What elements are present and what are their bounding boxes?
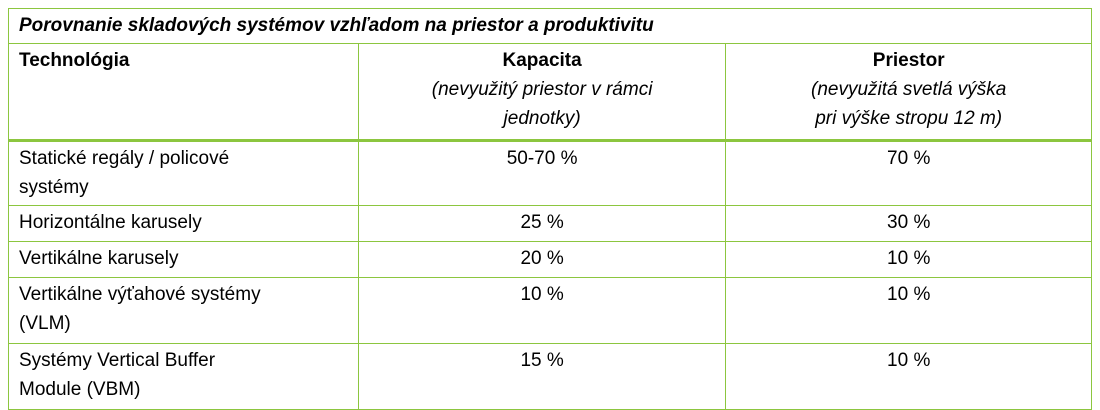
data-row: Vertikálne výťahové systémy (VLM) 10 % 10 %	[8, 277, 1092, 344]
table-cell: Statické regály / policové systémy	[8, 140, 359, 206]
table-cell: 10 %	[725, 277, 1092, 344]
table-cell: 30 %	[725, 205, 1092, 242]
header-subtitle: (nevyužitý priestor v rámci	[431, 79, 653, 100]
table-cell: 10 %	[725, 241, 1092, 278]
table-body: Porovnanie skladových systémov vzhľadom …	[8, 8, 1092, 410]
data-row: Horizontálne karusely 25 % 30 %	[8, 205, 1092, 242]
table-cell: 10 %	[357, 277, 727, 344]
header-cell: Technológia	[8, 43, 359, 142]
cell-text: Vertikálne karusely	[19, 248, 179, 269]
table-cell: 20 %	[357, 241, 727, 278]
table-cell: Systémy Vertical Buffer Module (VBM)	[8, 343, 359, 410]
header-title: Technológia	[19, 50, 130, 71]
header-title: Priestor	[872, 50, 945, 71]
table-cell: Vertikálne karusely	[8, 241, 359, 278]
table-cell: 25 %	[357, 205, 727, 242]
cell-text: 10 %	[887, 248, 931, 269]
cell-text: 10 %	[887, 350, 931, 371]
table-cell: 50-70 %	[357, 140, 727, 206]
title-row: Porovnanie skladových systémov vzhľadom …	[8, 8, 1092, 44]
header-subtitle: jednotky)	[503, 108, 581, 129]
cell-text: Module (VBM)	[19, 379, 141, 400]
data-row: Statické regály / policové systémy 50-70 %…	[8, 140, 1092, 206]
cell-text: 50-70 %	[506, 148, 578, 169]
cell-text: 15 %	[520, 350, 564, 371]
cell-text: Systémy Vertical Buffer	[19, 350, 216, 371]
cell-text: Horizontálne karusely	[19, 212, 202, 233]
cell-text: 70 %	[887, 148, 931, 169]
cell-text: 25 %	[520, 212, 564, 233]
table-cell: 70 %	[725, 140, 1092, 206]
table-cell: Horizontálne karusely	[8, 205, 359, 242]
header-row: Technológia Kapacita (nevyužitý priestor v…	[8, 43, 1092, 142]
table-cell: Vertikálne výťahové systémy (VLM)	[8, 277, 359, 344]
header-subtitle: pri výške stropu 12 m)	[815, 108, 1003, 129]
header-title: Kapacita	[502, 50, 582, 71]
header-cell: Priestor (nevyužitá svetlá výška pri výške…	[725, 43, 1092, 142]
table-cell: 10 %	[725, 343, 1092, 410]
cell-text: systémy	[19, 177, 89, 198]
cell-text: 20 %	[520, 248, 564, 269]
header-subtitle: (nevyužitá svetlá výška	[811, 79, 1007, 100]
data-row: Systémy Vertical Buffer Module (VBM) 15 % 1…	[8, 343, 1092, 410]
table-cell: 15 %	[357, 343, 727, 410]
cell-text: 30 %	[887, 212, 931, 233]
cell-text: Vertikálne výťahové systémy	[19, 284, 261, 305]
table-title: Porovnanie skladových systémov vzhľadom …	[8, 8, 1092, 44]
cell-text: 10 %	[887, 284, 931, 305]
cell-text: (VLM)	[19, 313, 71, 334]
cell-text: Statické regály / policové	[19, 148, 230, 169]
data-row: Vertikálne karusely 20 % 10 %	[8, 241, 1092, 278]
comparison-table: Porovnanie skladových systémov vzhľadom …	[8, 8, 1092, 410]
cell-text: 10 %	[520, 284, 564, 305]
header-cell: Kapacita (nevyužitý priestor v rámci jedno…	[357, 43, 727, 142]
